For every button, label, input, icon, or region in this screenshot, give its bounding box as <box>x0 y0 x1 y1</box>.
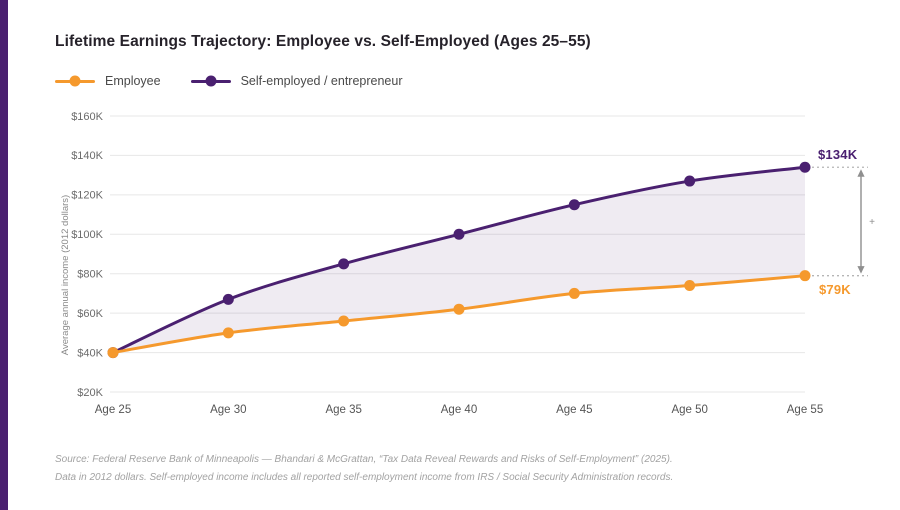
legend-marker-self-employed-icon <box>190 75 231 87</box>
data-point <box>684 175 696 187</box>
x-tick-label: Age 25 <box>95 404 131 416</box>
chart-title: Lifetime Earnings Trajectory: Employee v… <box>55 33 591 50</box>
y-tick-label: $120K <box>71 190 103 202</box>
x-tick-label: Age 35 <box>325 404 361 416</box>
legend: Employee Self-employed / entrepreneur <box>55 74 403 88</box>
data-point <box>222 293 234 305</box>
y-tick-label: $160K <box>71 111 103 123</box>
annotation-employee-endpoint: $79K <box>819 282 851 297</box>
data-point <box>799 270 811 282</box>
x-tick-label: Age 30 <box>210 404 246 416</box>
data-point <box>453 303 465 315</box>
annotation-self-employed-endpoint: $134K <box>818 147 858 162</box>
data-point <box>684 280 696 292</box>
x-tick-label: Age 40 <box>441 404 477 416</box>
data-point <box>799 161 811 173</box>
data-point <box>568 199 580 211</box>
data-point <box>453 228 465 240</box>
source-line-1: Source: Federal Reserve Bank of Minneapo… <box>55 454 673 465</box>
source-note: Source: Federal Reserve Bank of Minneapo… <box>55 451 855 487</box>
legend-item-self-employed[interactable]: Self-employed / entrepreneur <box>190 74 403 88</box>
accent-bar <box>0 0 8 510</box>
x-tick-label: Age 45 <box>556 404 592 416</box>
data-point <box>338 258 350 270</box>
legend-item-employee[interactable]: Employee <box>55 74 161 88</box>
gap-area <box>113 167 805 353</box>
data-point <box>568 287 580 299</box>
legend-marker-employee-icon <box>55 75 95 87</box>
y-tick-label: $60K <box>77 308 103 320</box>
y-tick-label: $40K <box>77 347 103 359</box>
y-tick-label: $100K <box>71 229 103 241</box>
gap-arrow-head-down-icon <box>857 266 865 274</box>
source-line-2: Data in 2012 dollars. Self-employed inco… <box>55 472 674 483</box>
data-point <box>107 347 119 359</box>
y-axis-title: Average annual income (2012 dollars) <box>60 195 71 355</box>
gap-plus-icon: + <box>869 217 875 228</box>
data-point <box>222 327 234 339</box>
x-tick-label: Age 55 <box>787 404 823 416</box>
legend-label-self-employed: Self-employed / entrepreneur <box>240 74 403 88</box>
x-tick-label: Age 50 <box>671 404 707 416</box>
data-point <box>338 315 350 327</box>
legend-label-employee: Employee <box>105 74 161 88</box>
gap-arrow-head-up-icon <box>857 169 865 177</box>
y-tick-label: $140K <box>71 150 103 162</box>
y-tick-label: $80K <box>77 269 103 281</box>
y-tick-label: $20K <box>77 387 103 399</box>
